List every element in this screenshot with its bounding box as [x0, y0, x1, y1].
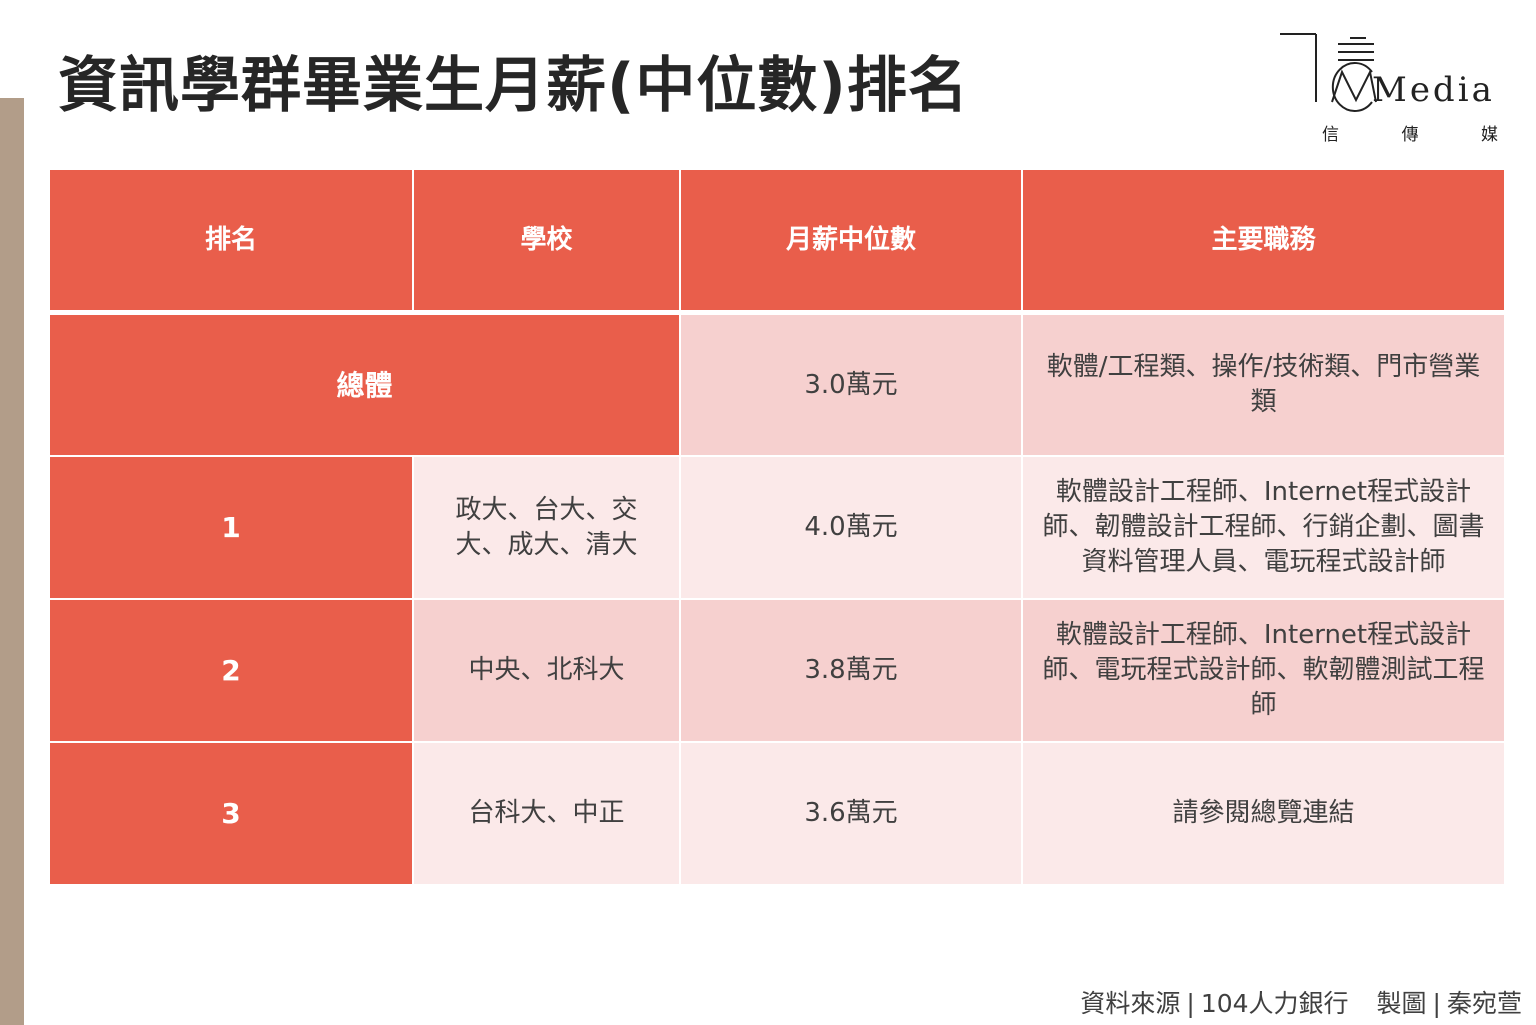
logo-sub-char: 媒 — [1481, 125, 1498, 145]
logo-wordmark: Media — [1372, 70, 1495, 110]
row-2-jobs: 軟體設計工程師、Internet程式設計師、電玩程式設計師、軟韌體測試工程師 — [1023, 600, 1504, 741]
logo-sub-char: 傳 — [1401, 125, 1419, 145]
page-title: 資訊學群畢業生月薪(中位數)排名 — [58, 51, 969, 121]
logo-mark-icon — [1280, 33, 1377, 112]
footer-separator: | — [1432, 989, 1441, 1018]
logo: Media 信 傳 媒 — [1276, 30, 1506, 148]
footer-source-label: 資料來源 — [1080, 989, 1181, 1018]
overall-label: 總體 — [50, 315, 679, 455]
footer-credits: 資料來源 | 104人力銀行 製圖 | 秦宛萱 — [1080, 984, 1522, 1020]
salary-ranking-table: 排名 學校 月薪中位數 主要職務 總體 3.0萬元 軟體/工程類、操作/技術類、… — [50, 170, 1504, 884]
header-rank: 排名 — [50, 170, 412, 310]
overall-jobs: 軟體/工程類、操作/技術類、門市營業類 — [1023, 315, 1504, 455]
side-accent-bar — [0, 98, 24, 1025]
logo-subtitle: 信 傳 媒 — [1322, 120, 1498, 145]
row-2-rank: 2 — [50, 600, 412, 741]
row-1-school: 政大、台大、交大、成大、清大 — [414, 457, 679, 598]
row-1-jobs: 軟體設計工程師、Internet程式設計師、韌體設計工程師、行銷企劃、圖書資料管… — [1023, 457, 1504, 598]
row-3-school: 台科大、中正 — [414, 743, 679, 884]
footer-separator: | — [1186, 989, 1195, 1018]
footer-author: 秦宛萱 — [1446, 989, 1522, 1018]
row-3-salary: 3.6萬元 — [681, 743, 1021, 884]
row-1-salary: 4.0萬元 — [681, 457, 1021, 598]
row-2-salary: 3.8萬元 — [681, 600, 1021, 741]
footer-made-label: 製圖 — [1376, 989, 1427, 1018]
footer-source: 104人力銀行 — [1200, 989, 1349, 1018]
header-school: 學校 — [414, 170, 679, 310]
row-3-rank: 3 — [50, 743, 412, 884]
overall-salary: 3.0萬元 — [681, 315, 1021, 455]
header-jobs: 主要職務 — [1023, 170, 1504, 310]
row-2-school: 中央、北科大 — [414, 600, 679, 741]
row-3-jobs: 請參閱總覽連結 — [1023, 743, 1504, 884]
header-salary: 月薪中位數 — [681, 170, 1021, 310]
logo-sub-char: 信 — [1322, 125, 1339, 145]
row-1-rank: 1 — [50, 457, 412, 598]
